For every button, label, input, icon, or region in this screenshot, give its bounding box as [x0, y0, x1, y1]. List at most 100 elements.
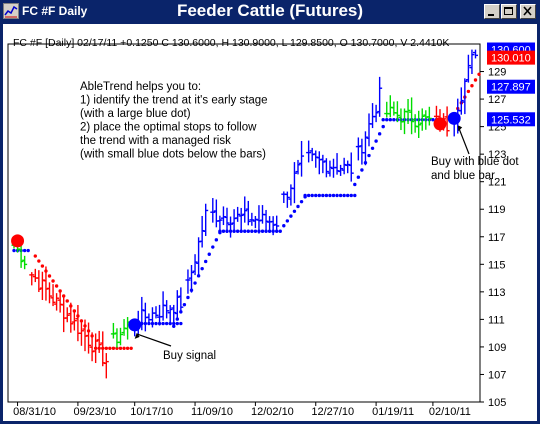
stop-dot	[211, 245, 215, 249]
price-bar	[224, 207, 230, 233]
price-bar	[462, 78, 468, 115]
price-bar	[426, 106, 432, 126]
chart-icon[interactable]	[3, 3, 19, 19]
price-bar	[242, 196, 248, 223]
price-bar	[245, 200, 251, 226]
minimize-button[interactable]	[484, 4, 500, 19]
stop-dot	[51, 279, 55, 283]
close-button[interactable]	[520, 4, 536, 19]
stop-dot	[193, 281, 197, 285]
stop-dot	[108, 346, 112, 350]
price-bar	[249, 212, 255, 226]
price-tag[interactable]: 127.897	[487, 79, 535, 94]
price-tag-label: 125.532	[491, 114, 531, 126]
price-bar	[362, 131, 368, 166]
price-tag[interactable]: 130.010	[487, 50, 535, 65]
price-bar	[465, 54, 471, 83]
x-tick-label: 12/02/10	[251, 406, 294, 418]
stop-dot	[221, 229, 226, 233]
stop-dot	[331, 193, 336, 198]
y-tick-label: 109	[488, 342, 506, 354]
y-tick-label: 129	[488, 67, 506, 79]
price-tag-label: 130.010	[491, 53, 531, 65]
annotation-intro-line: 1) identify the trend at it's early stag…	[80, 95, 268, 107]
stop-dot	[207, 252, 211, 256]
stop-dot	[342, 193, 346, 198]
annotation-intro-line: AbleTrend helps you to:	[80, 81, 201, 93]
price-bar	[284, 191, 290, 208]
stop-dot	[111, 346, 116, 350]
price-bar	[50, 284, 56, 307]
stop-dot	[310, 193, 314, 198]
price-bar	[409, 97, 415, 135]
price-bar	[203, 203, 209, 237]
price-bar	[323, 158, 329, 178]
price-bar	[54, 293, 60, 311]
stop-dot	[243, 229, 247, 233]
stop-dot	[264, 229, 268, 233]
price-bar	[210, 198, 216, 223]
price-bar	[192, 254, 198, 276]
price-tag[interactable]: 125.532	[487, 112, 535, 127]
price-bar	[217, 215, 223, 233]
stop-dot	[186, 295, 190, 300]
buy-signal-dot[interactable]	[128, 318, 142, 332]
price-bar	[71, 309, 77, 331]
sell-signal-dot[interactable]	[11, 234, 25, 248]
price-bar	[327, 160, 333, 177]
stop-dot	[104, 346, 109, 350]
stop-dot	[374, 139, 378, 143]
stop-dot	[360, 168, 364, 172]
annotation-intro-line: the trend with a managed risk	[80, 135, 231, 147]
buy-signal-dot[interactable]	[447, 111, 461, 125]
annotation-buy-signal: Buy signal	[163, 350, 216, 362]
stop-dot	[214, 238, 219, 242]
x-tick-label: 12/27/10	[311, 406, 354, 418]
stop-dot	[179, 321, 183, 326]
stop-dot	[278, 229, 282, 233]
price-bar	[18, 244, 24, 268]
stop-dot	[172, 321, 176, 326]
price-tag-box[interactable]	[487, 112, 535, 127]
stop-dot	[292, 209, 297, 213]
stop-dot	[431, 118, 435, 122]
x-tick-label: 09/23/10	[73, 406, 116, 418]
price-bar	[178, 287, 184, 313]
stop-dot	[275, 229, 279, 233]
title-bar[interactable]: FC #F Daily Feeder Cattle (Futures)	[0, 0, 540, 24]
minimize-icon	[488, 14, 494, 16]
stop-dot	[65, 299, 69, 303]
price-bar	[167, 305, 173, 325]
price-tag-box[interactable]	[487, 50, 535, 65]
stop-dot	[353, 182, 357, 187]
stop-dot	[299, 199, 304, 204]
price-bar	[377, 76, 383, 117]
price-bar	[238, 207, 244, 231]
price-chart[interactable]: FC #F [Daily] 02/17/11 +0.1250 C 130.600…	[3, 24, 537, 421]
stop-dot	[118, 346, 123, 350]
price-bar	[118, 327, 123, 346]
price-bar	[29, 272, 35, 286]
annotation-intro-line: (with small blue dots below the bars)	[80, 149, 266, 161]
stop-dot	[466, 89, 471, 94]
maximize-button[interactable]	[501, 4, 517, 19]
stop-dot	[54, 284, 59, 288]
price-bar	[93, 333, 99, 364]
price-bar	[86, 322, 92, 354]
stop-dot	[314, 193, 318, 198]
stop-dot	[253, 229, 258, 233]
annotation-arrow	[136, 333, 172, 347]
sell-signal-dot[interactable]	[433, 117, 447, 131]
stop-dot	[12, 248, 16, 253]
price-bar	[341, 157, 347, 175]
stop-dot	[250, 229, 254, 233]
price-bar	[338, 164, 344, 176]
price-bar	[291, 162, 297, 204]
stop-dot	[392, 118, 396, 122]
stop-dot	[381, 118, 385, 122]
stop-dot	[115, 346, 119, 350]
stop-dot	[321, 193, 325, 198]
price-tag-box[interactable]	[487, 79, 535, 94]
price-bar	[373, 104, 379, 123]
stop-dot	[338, 193, 343, 198]
